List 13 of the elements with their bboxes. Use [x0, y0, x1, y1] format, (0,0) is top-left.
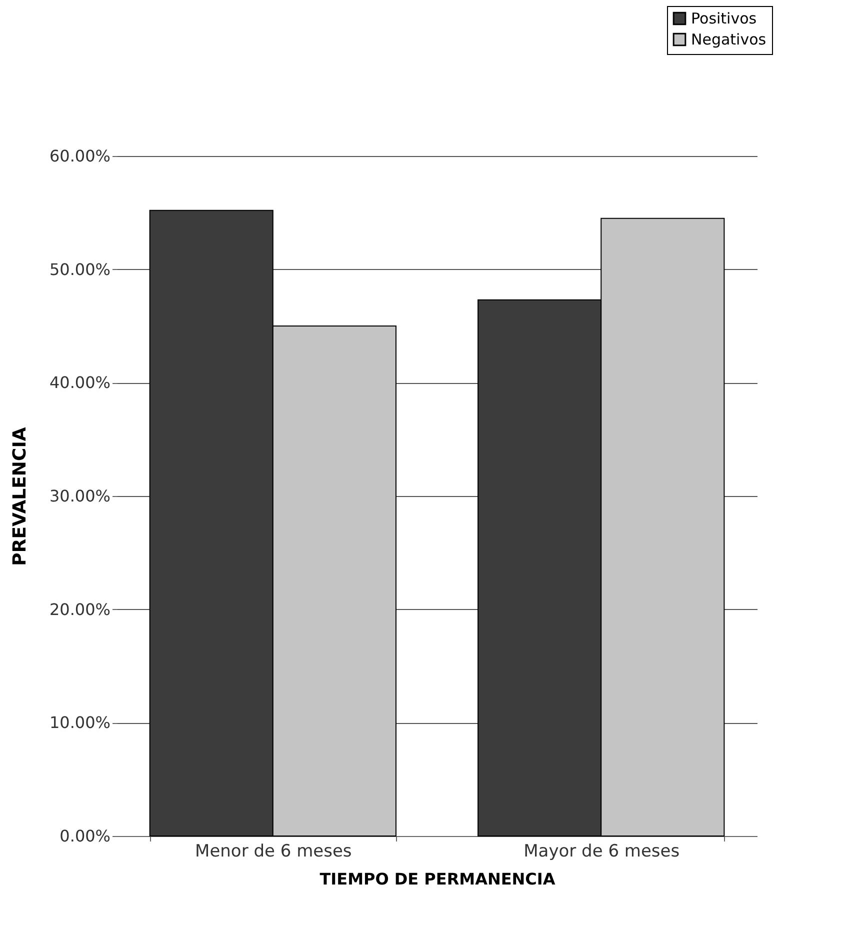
- y-tick-label: 0.00%: [60, 826, 110, 846]
- y-tick-label: 60.00%: [49, 146, 110, 166]
- y-tick-label: 40.00%: [49, 373, 110, 392]
- x-axis-title: TIEMPO DE PERMANENCIA: [320, 870, 556, 888]
- y-tick-label: 30.00%: [49, 486, 110, 506]
- y-tick-label: 10.00%: [49, 713, 110, 732]
- x-tick-label: Mayor de 6 meses: [524, 842, 680, 862]
- y-axis-title: PREVALENCIA: [9, 427, 30, 566]
- legend-label: Positivos: [691, 10, 757, 28]
- legend-label: Negativos: [691, 30, 766, 48]
- y-tick-label: 50.00%: [49, 260, 110, 279]
- y-tick-label: 20.00%: [49, 600, 110, 619]
- x-tick-label: Menor de 6 meses: [195, 842, 352, 862]
